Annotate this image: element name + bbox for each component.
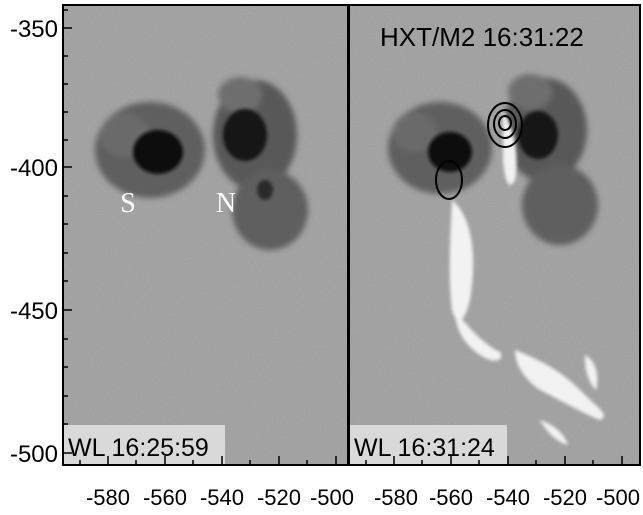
x-tick-label: -560 <box>143 485 187 510</box>
x-tick-label: -500 <box>596 485 640 510</box>
right-time-label-box <box>349 425 507 465</box>
right-panel-background <box>349 5 640 465</box>
x-axis-left <box>79 456 337 465</box>
flare-ribbons <box>449 110 604 445</box>
x-tick-label: -580 <box>86 485 130 510</box>
x-tick-label: -520 <box>543 485 587 510</box>
x-tick-label: -540 <box>200 485 244 510</box>
x-axis-right <box>365 456 623 465</box>
label-n: N <box>216 188 236 219</box>
left-panel: S N WL 16:25:59 <box>63 5 348 465</box>
left-panel-background <box>63 5 348 465</box>
y-tick-label: -400 <box>10 155 58 182</box>
sunspot-north-umbra-right <box>518 111 558 159</box>
right-time-label: WL 16:31:24 <box>354 434 495 462</box>
x-tick-label: -540 <box>486 485 530 510</box>
y-tick-label: -350 <box>10 16 58 43</box>
left-time-label-box <box>63 425 225 465</box>
sunspot-south-umbra <box>133 130 183 174</box>
left-time-label: WL 16:25:59 <box>68 434 209 462</box>
y-axis <box>63 9 72 454</box>
hxt-contours <box>435 102 523 200</box>
right-panel: HXT/M2 16:31:22 WL 16:31:24 <box>349 5 640 465</box>
y-tick-label: -450 <box>10 298 58 325</box>
y-tick-label: -500 <box>10 441 58 468</box>
right-panel-frame <box>348 4 641 466</box>
x-tick-label: -500 <box>310 485 354 510</box>
right-panel-title: HXT/M2 16:31:22 <box>380 22 584 52</box>
x-tick-label: -560 <box>429 485 473 510</box>
sunspot-south-umbra-right <box>428 132 472 172</box>
x-tick-label: -520 <box>257 485 301 510</box>
label-s: S <box>120 188 136 219</box>
sunspot-north-umbra <box>223 109 267 161</box>
x-tick-label: -580 <box>374 485 418 510</box>
